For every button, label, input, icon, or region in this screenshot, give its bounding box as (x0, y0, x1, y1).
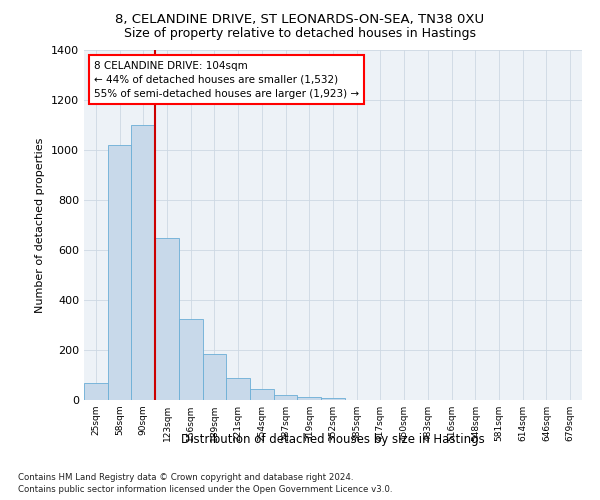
Text: Contains HM Land Registry data © Crown copyright and database right 2024.: Contains HM Land Registry data © Crown c… (18, 472, 353, 482)
Bar (131, 125, 155, 400)
Bar (179, 319, 203, 400)
Text: Distribution of detached houses by size in Hastings: Distribution of detached houses by size … (181, 432, 485, 446)
Y-axis label: Number of detached properties: Number of detached properties (35, 138, 46, 312)
Bar (321, 398, 345, 400)
Bar (155, 238, 179, 400)
Text: 8 CELANDINE DRIVE: 104sqm
← 44% of detached houses are smaller (1,532)
55% of se: 8 CELANDINE DRIVE: 104sqm ← 44% of detac… (94, 60, 359, 98)
Bar (226, 378, 250, 400)
Text: Contains public sector information licensed under the Open Government Licence v3: Contains public sector information licen… (18, 485, 392, 494)
Bar (203, 354, 226, 400)
Bar (108, 145, 131, 400)
Bar (84, 383, 108, 400)
Bar (274, 395, 298, 400)
Text: 8, CELANDINE DRIVE, ST LEONARDS-ON-SEA, TN38 0XU: 8, CELANDINE DRIVE, ST LEONARDS-ON-SEA, … (115, 12, 485, 26)
Bar (298, 397, 321, 400)
Bar (250, 389, 274, 400)
Text: Size of property relative to detached houses in Hastings: Size of property relative to detached ho… (124, 28, 476, 40)
